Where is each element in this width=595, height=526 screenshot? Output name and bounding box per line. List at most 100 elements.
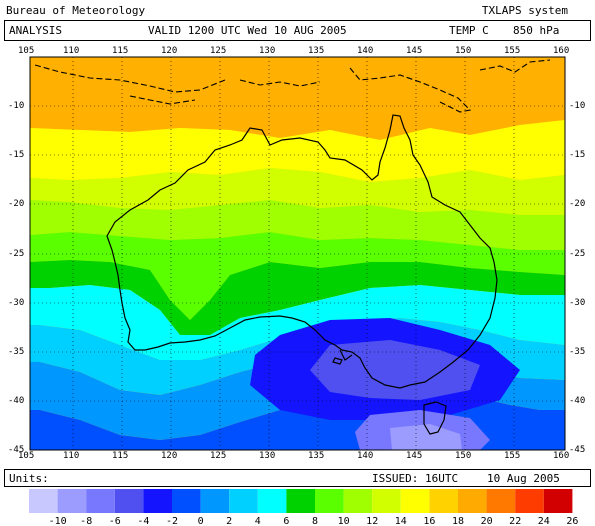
lon-tick: 115 (112, 451, 129, 461)
legend-swatch (486, 489, 516, 513)
lon-tick: 150 (455, 451, 472, 461)
graticule (30, 57, 565, 450)
product-label: ANALYSIS (9, 24, 62, 37)
lat-tick: -15 (8, 150, 25, 160)
band-6 (30, 285, 565, 360)
lon-tick: 125 (210, 451, 227, 461)
legend-swatch (143, 489, 172, 513)
legend-swatch (86, 489, 115, 513)
footer-box (4, 469, 591, 487)
legend-label: 6 (283, 516, 289, 526)
lon-tick: 140 (357, 451, 374, 461)
legend-label: -4 (137, 516, 149, 526)
legend-swatch (200, 489, 230, 513)
lon-tick: 140 (357, 46, 374, 56)
tasmania-outline (423, 401, 447, 435)
band-16 (30, 120, 565, 182)
legend-label: 20 (481, 516, 493, 526)
lon-tick: 155 (504, 46, 521, 56)
issued-time: ISSUED: 16UTC (372, 472, 459, 485)
lat-tick: -40 (8, 396, 25, 406)
lon-tick: 160 (553, 451, 570, 461)
gulf-outline (339, 349, 353, 361)
lon-tick: 120 (161, 451, 178, 461)
issued-date: 10 Aug 2005 (487, 472, 560, 485)
lat-tick: -20 (569, 199, 586, 209)
lat-tick: -40 (569, 396, 586, 406)
band-8 (30, 260, 565, 335)
lat-tick: -35 (8, 347, 25, 357)
lon-tick: 105 (18, 46, 35, 56)
legend-swatch (543, 489, 573, 513)
legend-label: 16 (423, 516, 435, 526)
lat-tick: -30 (569, 298, 586, 308)
lat-tick: -45 (569, 445, 586, 455)
lon-tick: 160 (553, 46, 570, 56)
lat-tick: -35 (569, 347, 586, 357)
lon-tick: 145 (406, 46, 423, 56)
legend-label: 26 (566, 516, 578, 526)
legend-label: 24 (538, 516, 550, 526)
legend-label: 0 (198, 516, 204, 526)
lon-tick: 125 (210, 46, 227, 56)
legend-label: 14 (395, 516, 407, 526)
lon-tick: 155 (504, 451, 521, 461)
units-label: Units: (9, 472, 49, 485)
band-10 (30, 232, 565, 320)
legend-swatch (172, 489, 201, 513)
kangaroo-island (332, 357, 343, 365)
band-minus-4 (310, 340, 480, 400)
legend-label: 18 (452, 516, 464, 526)
legend-label: 12 (366, 516, 378, 526)
lon-tick: 120 (161, 46, 178, 56)
legend-label: -8 (80, 516, 92, 526)
plot-border (29, 56, 566, 451)
pressure-level: 850 hPa (513, 24, 560, 37)
legend-label: 4 (255, 516, 261, 526)
solomons-outline (479, 59, 551, 73)
band-minus-8 (390, 424, 462, 450)
lat-tick: -45 (8, 445, 25, 455)
lat-tick: -10 (569, 101, 586, 111)
lat-tick: -25 (8, 249, 25, 259)
lon-tick: 110 (63, 46, 80, 56)
lon-tick: 105 (18, 451, 35, 461)
band-18 (30, 57, 565, 140)
legend-label: -6 (109, 516, 121, 526)
valid-time: VALID 1200 UTC Wed 10 AUG 2005 (148, 24, 347, 37)
legend-label: -2 (166, 516, 178, 526)
lon-tick: 135 (308, 451, 325, 461)
legend-swatch (229, 489, 258, 513)
legend-swatch (429, 489, 458, 513)
system-title: TXLAPS system (481, 4, 568, 17)
legend-swatch (315, 489, 344, 513)
header-box (4, 20, 591, 41)
lat-tick: -10 (8, 101, 25, 111)
png-outline (349, 67, 472, 113)
lon-tick: 115 (112, 46, 129, 56)
lon-tick: 145 (406, 451, 423, 461)
legend-label: 22 (509, 516, 521, 526)
band-12 (30, 200, 565, 250)
legend-swatch (458, 489, 487, 513)
legend-label: -10 (49, 516, 67, 526)
legend-swatch (114, 489, 144, 513)
legend-swatch (57, 489, 87, 513)
legend-swatch (343, 489, 373, 513)
lat-tick: -15 (569, 150, 586, 160)
legend-swatch (257, 489, 287, 513)
field-name: TEMP C (449, 24, 489, 37)
legend-swatch (400, 489, 430, 513)
legend-swatch (372, 489, 401, 513)
legend-swatch (29, 489, 58, 513)
lesser-islands-outline (239, 79, 321, 87)
agency-title: Bureau of Meteorology (6, 4, 146, 17)
legend-label: 10 (338, 516, 350, 526)
legend-label: 2 (226, 516, 232, 526)
lat-tick: -30 (8, 298, 25, 308)
legend-label: 8 (312, 516, 318, 526)
lon-tick: 130 (259, 46, 276, 56)
timor-outline (129, 95, 196, 105)
